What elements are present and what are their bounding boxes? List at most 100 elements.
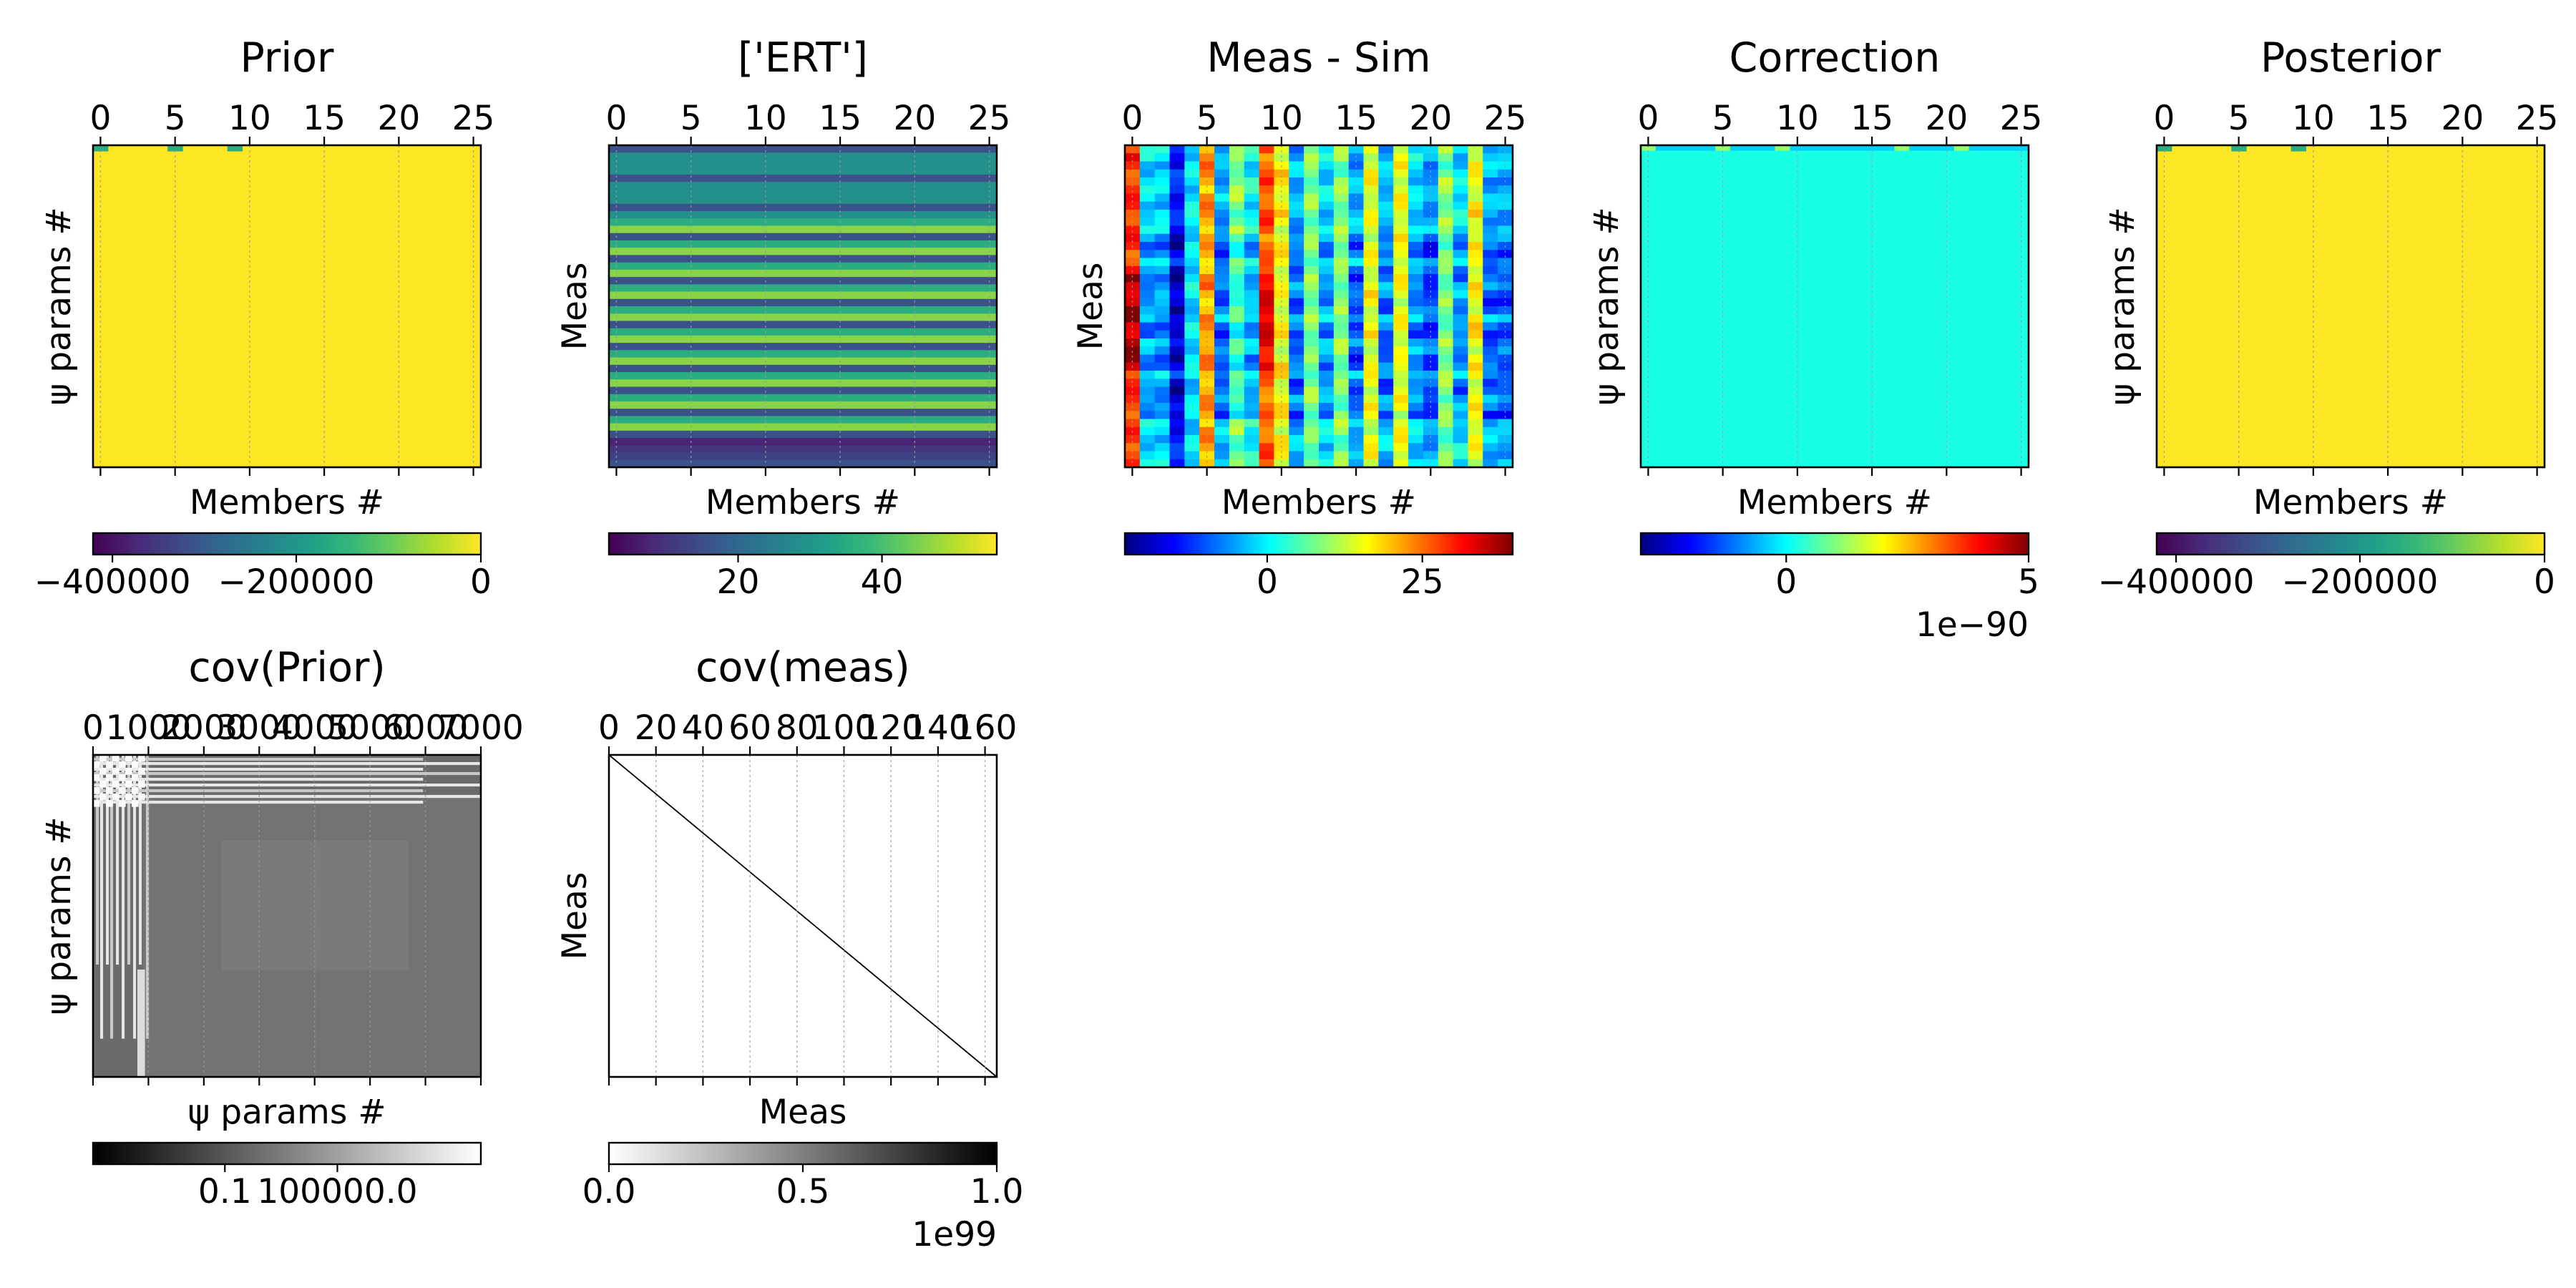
heatmap-cell xyxy=(1244,274,1260,283)
heatmap-cell xyxy=(1438,362,1454,371)
heatmap-cell xyxy=(1483,290,1498,299)
heatmap-cell xyxy=(1408,201,1424,210)
heatmap-cell xyxy=(1408,274,1424,283)
heatmap-cell xyxy=(1259,346,1275,356)
heatmap-cell xyxy=(1184,394,1200,404)
heatmap-cell xyxy=(1244,233,1260,243)
heatmap-cell xyxy=(1289,386,1304,396)
heatmap-cell xyxy=(1214,153,1230,162)
heatmap-cell xyxy=(1453,435,1469,444)
heatmap-row xyxy=(609,372,997,380)
heatmap-cell xyxy=(1154,443,1171,452)
heatmap-cell xyxy=(1184,161,1200,170)
heatmap-row xyxy=(609,452,997,461)
heatmap-stripe xyxy=(93,768,424,771)
heatmap-cell xyxy=(1363,169,1379,178)
heatmap-cell xyxy=(1199,379,1215,388)
heatmap-cell xyxy=(106,800,113,807)
heatmap-row xyxy=(609,189,997,197)
heatmap-cell xyxy=(1453,362,1469,371)
heatmap-cell xyxy=(1319,346,1335,356)
heatmap-cell xyxy=(1139,362,1156,371)
heatmap-cell xyxy=(1423,451,1439,460)
heatmap-cell xyxy=(1229,322,1245,331)
heatmap-cell xyxy=(138,755,145,762)
heatmap-row xyxy=(609,240,997,248)
heatmap-cell xyxy=(1304,225,1319,235)
heatmap-cell xyxy=(1139,185,1156,195)
heatmap-cell xyxy=(1393,258,1409,267)
heatmap-cell xyxy=(1468,322,1483,331)
heatmap-cell xyxy=(1393,354,1409,364)
heatmap-cell xyxy=(1468,210,1483,218)
heatmap-cell xyxy=(1393,169,1409,178)
heatmap-cell xyxy=(1408,403,1424,411)
heatmap-cell xyxy=(1214,403,1230,411)
heatmap-cell xyxy=(1423,330,1439,339)
heatmap-cell xyxy=(1169,362,1185,371)
heatmap-cell xyxy=(1259,314,1275,323)
heatmap-cell xyxy=(1274,306,1289,315)
heatmap-cell xyxy=(1184,426,1200,436)
panel-title: Posterior xyxy=(2260,34,2441,82)
heatmap-cell xyxy=(1214,459,1230,468)
heatmap-cell xyxy=(1289,394,1304,404)
heatmap-cell xyxy=(1483,371,1498,379)
heatmap-cell xyxy=(1655,145,1672,151)
colorbar-tick-label: 0 xyxy=(2534,562,2555,602)
heatmap-cell xyxy=(1184,258,1200,267)
heatmap-cell xyxy=(1968,145,1985,151)
heatmap-cell xyxy=(1348,394,1365,404)
heatmap-cell xyxy=(1304,419,1319,428)
x-tick-label: 5 xyxy=(680,99,702,138)
heatmap-row xyxy=(609,335,997,343)
heatmap-cell xyxy=(125,794,132,801)
heatmap-cell xyxy=(1125,193,1141,203)
heatmap-cell xyxy=(1453,290,1469,299)
heatmap-cell xyxy=(1483,233,1498,243)
heatmap-cell xyxy=(1468,169,1483,178)
heatmap-cell xyxy=(1483,250,1498,259)
colorbar xyxy=(608,532,998,556)
heatmap-cell xyxy=(1319,169,1335,178)
heatmap-cell xyxy=(1453,210,1469,218)
heatmap-cell xyxy=(1483,218,1498,227)
heatmap-cell xyxy=(1154,354,1171,364)
heatmap-cell xyxy=(1229,298,1245,307)
x-tick-label: 20 xyxy=(635,708,678,748)
heatmap-cell xyxy=(1154,411,1171,420)
heatmap-cell xyxy=(1498,225,1513,235)
heatmap-cell xyxy=(1423,394,1439,404)
heatmap-cell xyxy=(1468,225,1483,235)
heatmap-cell xyxy=(1229,161,1245,170)
heatmap-cell xyxy=(99,755,107,762)
heatmap-cell xyxy=(1184,338,1200,347)
heatmap-cell xyxy=(1363,330,1379,339)
heatmap-cell xyxy=(1393,346,1409,356)
heatmap-cell xyxy=(1319,411,1335,420)
heatmap-cell xyxy=(1468,386,1483,396)
heatmap-cell xyxy=(1408,443,1424,452)
heatmap-cell xyxy=(1408,169,1424,178)
heatmap-cell xyxy=(1199,290,1215,299)
heatmap-cell xyxy=(1154,362,1171,371)
heatmap-cell xyxy=(1304,322,1319,331)
heatmap-cell xyxy=(1363,145,1379,154)
x-tick-label: 25 xyxy=(452,99,495,138)
heatmap-cell xyxy=(1139,306,1156,315)
heatmap-cell xyxy=(1214,346,1230,356)
y-axis-label: Meas xyxy=(1071,263,1111,351)
heatmap-cell xyxy=(1304,330,1319,339)
heatmap-row xyxy=(609,445,997,454)
heatmap-cell xyxy=(1378,362,1394,371)
heatmap-cell xyxy=(1348,250,1365,259)
heatmap-cell xyxy=(132,800,139,807)
heatmap-cell xyxy=(1468,265,1483,275)
heatmap-cell xyxy=(1244,153,1260,162)
heatmap-cell xyxy=(1468,282,1483,291)
x-tick-label: 0 xyxy=(1121,99,1143,138)
heatmap-cell xyxy=(1244,298,1260,307)
heatmap-cell xyxy=(1154,233,1171,243)
